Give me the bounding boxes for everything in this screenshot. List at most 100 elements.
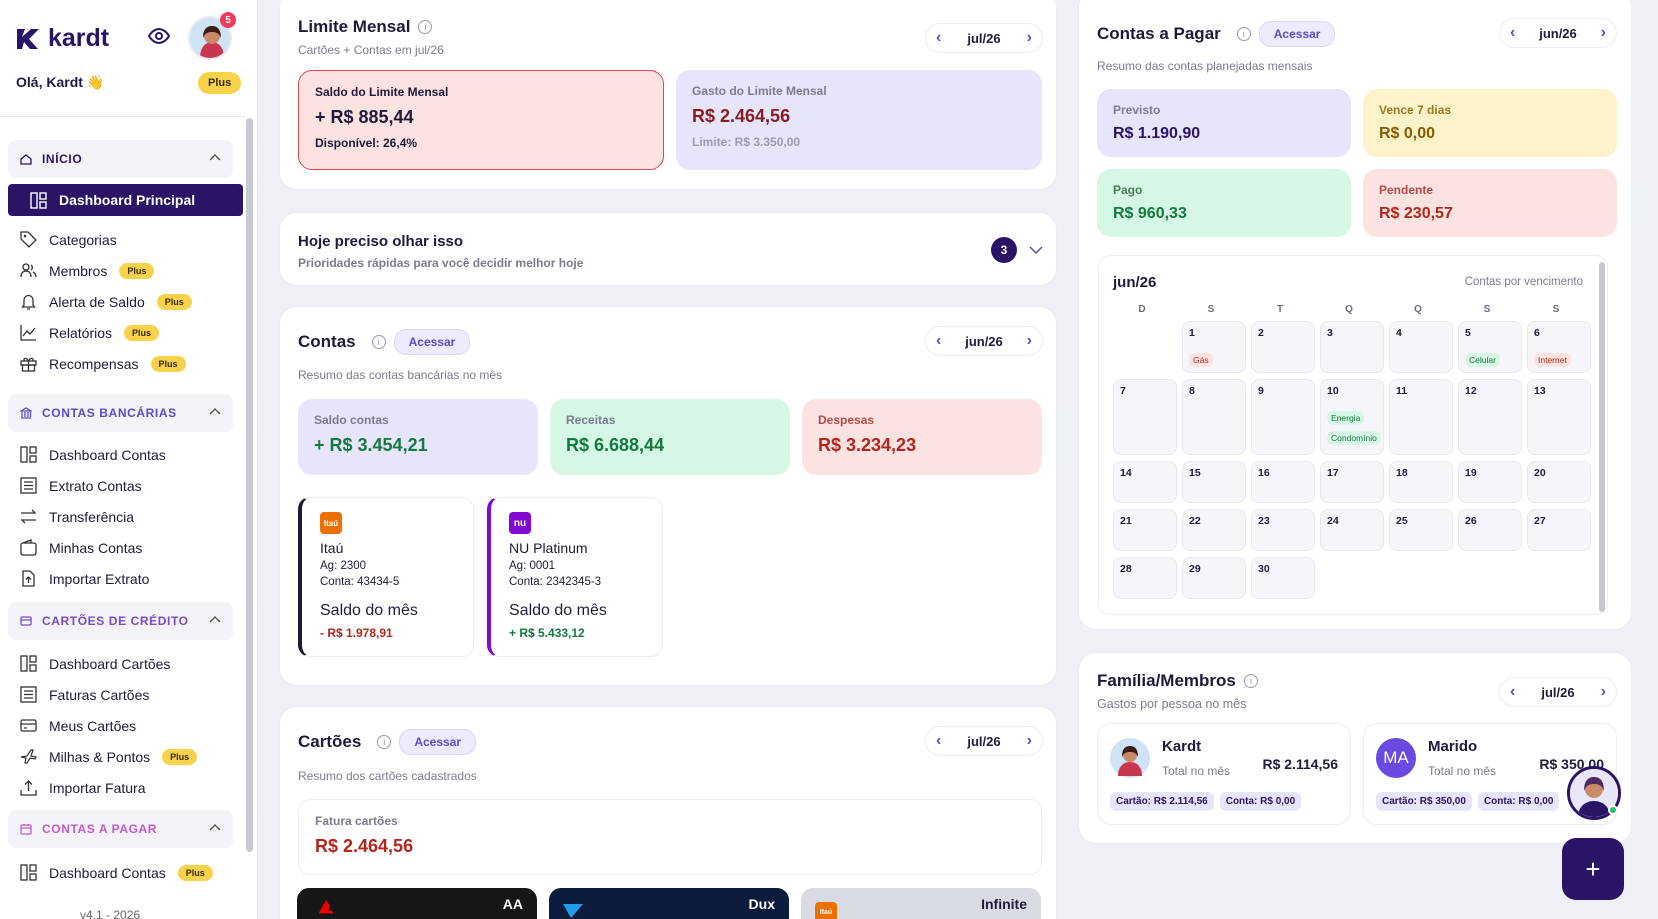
saldo-contas-card[interactable]: Saldo contas + R$ 3.454,21 [298,399,538,475]
info-icon[interactable]: i [418,20,433,34]
calendar-day[interactable]: 13 [1527,379,1591,455]
contas-month-selector[interactable]: ‹ jun/26 › [925,326,1043,356]
limite-month-selector[interactable]: ‹ jul/26 › [925,23,1043,53]
section-inicio[interactable]: INÍCIO [8,140,233,178]
sidebar-item-importar-extrato[interactable]: Importar Extrato [20,570,149,587]
eye-icon[interactable] [148,28,170,44]
despesas-card[interactable]: Despesas R$ 3.234,23 [802,399,1042,475]
gasto-limite-card[interactable]: Gasto do Limite Mensal R$ 2.464,56 Limit… [676,70,1042,170]
calendar-scrollbar[interactable] [1599,262,1605,612]
calendar-day[interactable]: 28 [1113,557,1177,599]
calendar-day[interactable]: 16 [1251,461,1315,503]
sidebar-item-milhas-pontos[interactable]: Milhas & Pontos Plus [20,748,198,765]
calendar-bill-tag[interactable]: Internet [1534,353,1571,367]
vence-card[interactable]: Vence 7 dias R$ 0,00 [1363,89,1617,157]
section-contas-bancarias[interactable]: CONTAS BANCÁRIAS [8,394,233,432]
chevron-right-icon[interactable]: › [1026,732,1032,749]
chevron-right-icon[interactable]: › [1026,29,1032,46]
credit-card-aa[interactable]: AA [297,888,537,919]
sidebar-item-meus-cartoes[interactable]: Meus Cartões [20,717,136,734]
calendar-day[interactable]: 20 [1527,461,1591,503]
fatura-cartoes-card[interactable]: Fatura cartões R$ 2.464,56 [298,799,1042,875]
sidebar-item-alerta-saldo[interactable]: Alerta de Saldo Plus [20,293,192,310]
calendar-day[interactable]: 10 Energia Condomínio [1320,379,1384,455]
add-fab-button[interactable]: + [1562,838,1624,900]
calendar-day[interactable]: 26 [1458,509,1522,551]
sidebar-item-minhas-contas[interactable]: Minhas Contas [20,539,142,556]
calendar-day[interactable]: 25 [1389,509,1453,551]
calendar-day[interactable]: 21 [1113,509,1177,551]
calendar-day[interactable]: 2 [1251,321,1315,373]
calendar-day[interactable]: 11 [1389,379,1453,455]
calendar-day[interactable]: 23 [1251,509,1315,551]
info-icon[interactable]: i [1243,674,1258,688]
contas-acessar-button[interactable]: Acessar [393,329,471,355]
cartoes-month-selector[interactable]: ‹ jul/26 › [925,726,1043,756]
brand-logo[interactable]: kardt [14,24,109,53]
calendar-day[interactable]: 27 [1527,509,1591,551]
sidebar-item-dashboard-cartoes[interactable]: Dashboard Cartões [20,655,170,672]
sidebar-item-recompensas[interactable]: Recompensas Plus [20,355,186,372]
calendar-day[interactable]: 30 [1251,557,1315,599]
chevron-left-icon[interactable]: ‹ [936,732,942,749]
pago-card[interactable]: Pago R$ 960,33 [1097,169,1351,237]
sidebar-item-categorias[interactable]: Categorias [20,231,117,248]
calendar-day[interactable]: 3 [1320,321,1384,373]
pagar-month-selector[interactable]: ‹ jun/26 › [1499,18,1617,48]
info-icon[interactable]: i [377,735,392,749]
sidebar-item-membros[interactable]: Membros Plus [20,262,155,279]
section-contas-pagar[interactable]: CONTAS A PAGAR [8,810,233,848]
sidebar-scrollbar[interactable] [246,118,253,852]
sidebar-item-relatorios[interactable]: Relatórios Plus [20,324,160,341]
chevron-down-icon[interactable] [1029,246,1043,255]
credit-card-dux[interactable]: Dux [549,888,789,919]
familia-month-selector[interactable]: ‹ jul/26 › [1499,677,1617,707]
info-icon[interactable]: i [1236,27,1251,41]
account-card-itau[interactable]: Itaú Itaú Ag: 2300 Conta: 43434-5 Saldo … [298,497,474,657]
chevron-right-icon[interactable]: › [1600,683,1606,700]
info-icon[interactable]: i [371,335,386,349]
sidebar-item-dashboard-contas-pagar[interactable]: Dashboard Contas Plus [20,864,213,881]
calendar-bill-tag[interactable]: Gás [1189,353,1213,367]
sidebar-item-dashboard-principal[interactable]: Dashboard Principal [8,184,243,216]
chevron-left-icon[interactable]: ‹ [1510,683,1516,700]
calendar-bill-tag[interactable]: Condomínio [1327,431,1381,445]
section-cartoes[interactable]: CARTÕES DE CRÉDITO [8,602,233,640]
calendar-day[interactable]: 1 Gás [1182,321,1246,373]
sidebar-item-faturas-cartoes[interactable]: Faturas Cartões [20,686,149,703]
pendente-card[interactable]: Pendente R$ 230,57 [1363,169,1617,237]
member-card-kardt[interactable]: Kardt Total no mês R$ 2.114,56 Cartão: R… [1097,723,1351,825]
plan-badge[interactable]: Plus [198,72,242,94]
calendar-day[interactable]: 6 Internet [1527,321,1591,373]
calendar-day[interactable]: 8 [1182,379,1246,455]
calendar-day[interactable]: 9 [1251,379,1315,455]
previsto-card[interactable]: Previsto R$ 1.190,90 [1097,89,1351,157]
sidebar-item-transferencia[interactable]: Transferência [20,508,134,525]
sidebar-item-importar-fatura[interactable]: Importar Fatura [20,779,145,796]
sidebar-item-extrato-contas[interactable]: Extrato Contas [20,477,142,494]
saldo-limite-card[interactable]: Saldo do Limite Mensal + R$ 885,44 Dispo… [298,70,664,170]
account-card-nubank[interactable]: nu NU Platinum Ag: 0001 Conta: 2342345-3… [487,497,663,657]
pagar-acessar-button[interactable]: Acessar [1258,21,1336,47]
chevron-left-icon[interactable]: ‹ [1510,24,1516,41]
assistant-bot-button[interactable] [1567,766,1621,820]
hoje-card[interactable]: Hoje preciso olhar isso Prioridades rápi… [279,212,1057,286]
calendar-day[interactable]: 22 [1182,509,1246,551]
calendar-day[interactable]: 7 [1113,379,1177,455]
calendar-day[interactable]: 12 [1458,379,1522,455]
calendar-day[interactable]: 17 [1320,461,1384,503]
chevron-right-icon[interactable]: › [1026,332,1032,349]
calendar-day[interactable]: 24 [1320,509,1384,551]
sidebar-item-dashboard-contas[interactable]: Dashboard Contas [20,446,166,463]
calendar-day[interactable]: 4 [1389,321,1453,373]
calendar-day[interactable]: 19 [1458,461,1522,503]
credit-card-infinite[interactable]: Itaú Infinite [801,888,1041,919]
calendar-day[interactable]: 15 [1182,461,1246,503]
cartoes-acessar-button[interactable]: Acessar [399,729,477,755]
calendar-day[interactable]: 18 [1389,461,1453,503]
calendar-day[interactable]: 29 [1182,557,1246,599]
chevron-right-icon[interactable]: › [1600,24,1606,41]
chevron-left-icon[interactable]: ‹ [936,29,942,46]
chevron-left-icon[interactable]: ‹ [936,332,942,349]
calendar-day[interactable]: 5 Celular [1458,321,1522,373]
